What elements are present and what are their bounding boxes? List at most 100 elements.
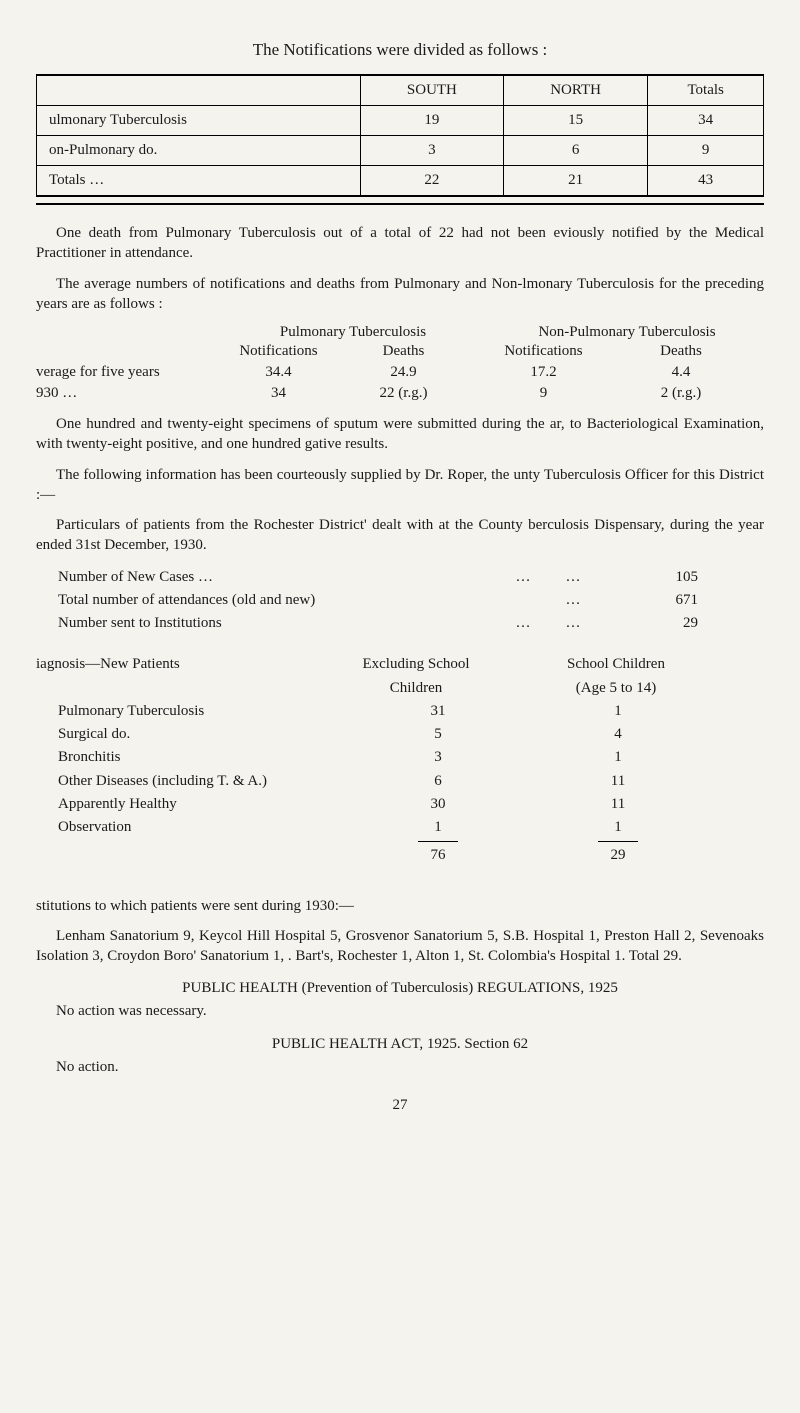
diag-row: Other Diseases (including T. & A.) 6 11 [36, 770, 764, 793]
cell: 22 (r.g.) [341, 383, 466, 404]
cell: 11 [518, 770, 718, 793]
tbl-header-blank [37, 75, 361, 106]
tbl-header-totals: Totals [648, 75, 764, 106]
cell: 29 [518, 844, 718, 867]
diag-head: Excluding School [316, 653, 516, 676]
cell: 43 [648, 166, 764, 197]
cell: 4 [518, 723, 718, 746]
cell: 11 [518, 793, 718, 816]
cell: 9 [648, 136, 764, 166]
diag-row: Surgical do. 5 4 [36, 723, 764, 746]
cell: 31 [358, 700, 518, 723]
pt-np-groupheads: Pulmonary Tuberculosis Non-Pulmonary Tub… [36, 324, 764, 341]
rule [418, 841, 458, 842]
section-title: PUBLIC HEALTH (Prevention of Tuberculosi… [36, 980, 764, 997]
stat-value: 105 [598, 566, 738, 589]
table-row-totals: Totals … 22 21 43 [37, 166, 764, 197]
diag-head: (Age 5 to 14) [516, 677, 716, 700]
cell: 5 [358, 723, 518, 746]
stat-label: Number of New Cases … [36, 566, 498, 589]
tbl-header-north: NORTH [503, 75, 647, 106]
cell: 21 [503, 166, 647, 197]
ellipsis-icon: … [548, 612, 598, 635]
cell: 22 [360, 166, 503, 197]
pt-np-subheads: Notifications Deaths Notifications Death… [36, 341, 764, 362]
cell: Other Diseases (including T. & A.) [36, 770, 358, 793]
ellipsis-icon: … [548, 566, 598, 589]
cell: 6 [358, 770, 518, 793]
rule [36, 203, 764, 205]
subhead: Notifications [466, 341, 621, 362]
diag-lead: iagnosis—New Patients [36, 653, 316, 676]
cell: 3 [358, 746, 518, 769]
cell: Observation [36, 816, 358, 839]
cell: Bronchitis [36, 746, 358, 769]
cell: on-Pulmonary do. [37, 136, 361, 166]
paragraph: One death from Pulmonary Tuberculosis ou… [36, 223, 764, 264]
pt-np-row: verage for five years 34.4 24.9 17.2 4.4 [36, 362, 764, 383]
pt-np-row: 930 … 34 22 (r.g.) 9 2 (r.g.) [36, 383, 764, 404]
paragraph: The following information has been court… [36, 465, 764, 506]
section-title: PUBLIC HEALTH ACT, 1925. Section 62 [36, 1036, 764, 1053]
diag-row: Apparently Healthy 30 11 [36, 793, 764, 816]
subhead: Notifications [216, 341, 341, 362]
stat-row: Number of New Cases … … … 105 [36, 566, 764, 589]
cell: verage for five years [36, 362, 216, 383]
ellipsis-icon: … [498, 612, 548, 635]
diag-head: Children [316, 677, 516, 700]
cell: 34.4 [216, 362, 341, 383]
ellipsis-icon: … [498, 566, 548, 589]
rule [598, 841, 638, 842]
diag-total-row: 76 29 [36, 844, 764, 867]
stat-row: Number sent to Institutions … … 29 [36, 612, 764, 635]
paragraph: The average numbers of notifications and… [36, 274, 764, 315]
cell: 1 [358, 816, 518, 839]
cell: Apparently Healthy [36, 793, 358, 816]
tbl-header-south: SOUTH [360, 75, 503, 106]
cell: 9 [466, 383, 621, 404]
cell: 2 (r.g.) [621, 383, 741, 404]
diag-head: School Children [516, 653, 716, 676]
cell: Totals … [37, 166, 361, 197]
stat-row: Total number of attendances (old and new… [36, 589, 764, 612]
paragraph: Lenham Sanatorium 9, Keycol Hill Hospita… [36, 926, 764, 967]
cell: 34 [216, 383, 341, 404]
subhead: Deaths [621, 341, 741, 362]
page-title: The Notifications were divided as follow… [36, 40, 764, 60]
cell: 24.9 [341, 362, 466, 383]
cell: Surgical do. [36, 723, 358, 746]
stat-label: Number sent to Institutions [36, 612, 498, 635]
group-head: Non-Pulmonary Tuberculosis [490, 324, 764, 341]
table-row: on-Pulmonary do. 3 6 9 [37, 136, 764, 166]
diag-row: Pulmonary Tuberculosis 31 1 [36, 700, 764, 723]
page-number: 27 [36, 1097, 764, 1114]
diag-row: Bronchitis 3 1 [36, 746, 764, 769]
stat-label: Total number of attendances (old and new… [36, 589, 498, 612]
paragraph: No action. [36, 1057, 764, 1077]
diagnosis-block: iagnosis—New Patients Excluding School S… [36, 653, 764, 867]
cell: 3 [360, 136, 503, 166]
paragraph: Particulars of patients from the Rochest… [36, 515, 764, 556]
paragraph: stitutions to which patients were sent d… [36, 896, 764, 916]
notifications-table: SOUTH NORTH Totals ulmonary Tuberculosis… [36, 74, 764, 197]
cell: 30 [358, 793, 518, 816]
stat-value: 29 [598, 612, 738, 635]
group-head: Pulmonary Tuberculosis [216, 324, 490, 341]
cell: 19 [360, 106, 503, 136]
cell: 17.2 [466, 362, 621, 383]
table-row: ulmonary Tuberculosis 19 15 34 [37, 106, 764, 136]
cell: 76 [358, 844, 518, 867]
cell: 34 [648, 106, 764, 136]
subhead: Deaths [341, 341, 466, 362]
stat-value: 671 [598, 589, 738, 612]
paragraph: One hundred and twenty-eight specimens o… [36, 414, 764, 455]
cell: 1 [518, 700, 718, 723]
cell: 6 [503, 136, 647, 166]
cell: 1 [518, 746, 718, 769]
stats-block: Number of New Cases … … … 105 Total numb… [36, 566, 764, 636]
diag-row: Observation 1 1 [36, 816, 764, 839]
paragraph: No action was necessary. [36, 1001, 764, 1021]
cell: 15 [503, 106, 647, 136]
cell: 1 [518, 816, 718, 839]
cell: 930 … [36, 383, 216, 404]
